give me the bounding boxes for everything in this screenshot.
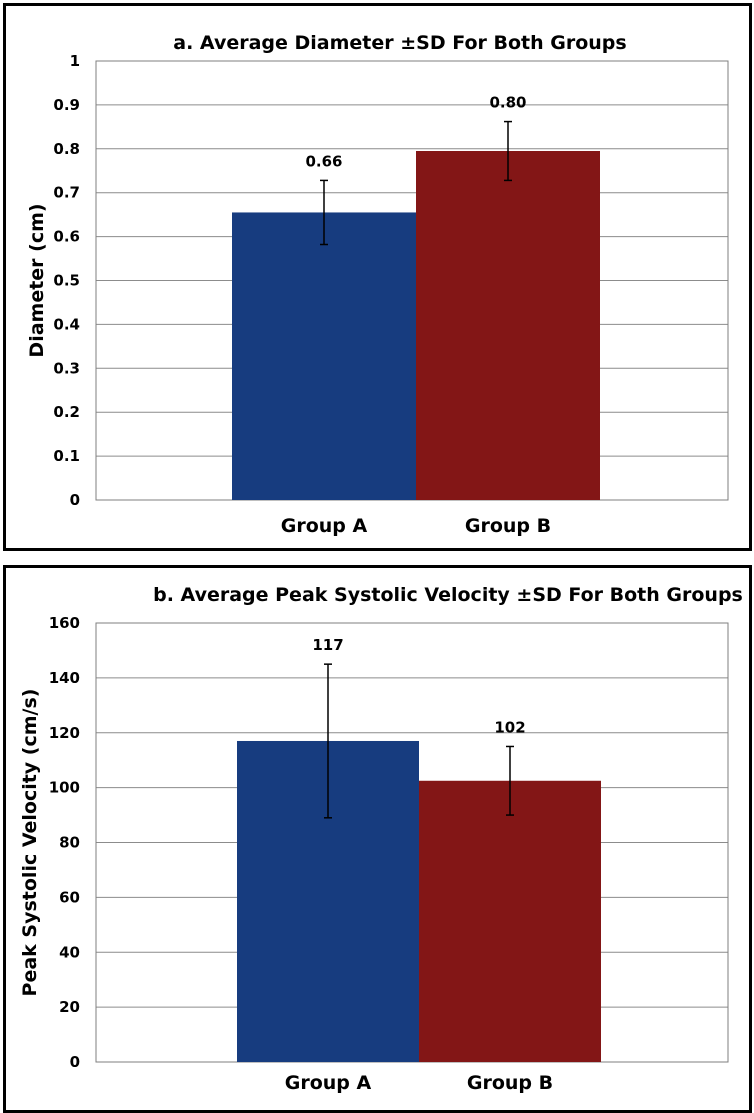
y-tick-label: 60 [59,888,80,906]
y-tick-label: 0.2 [53,403,80,421]
x-category-label: Group B [465,515,551,537]
velocity-bar-chart: b. Average Peak Systolic Velocity ±SD Fo… [19,584,743,1094]
x-category-label: Group B [467,1072,553,1094]
x-category-label: Group A [281,515,368,537]
bar-group-b [419,780,601,1062]
data-label: 0.66 [305,152,342,170]
chart-title: a. Average Diameter ±SD For Both Groups [173,32,626,54]
y-tick-label: 1 [70,52,80,70]
y-tick-label: 0.9 [53,96,80,114]
y-tick-label: 0.3 [53,359,80,377]
bar-group-b [416,150,600,500]
x-category-label: Group A [285,1072,372,1094]
y-tick-label: 0.6 [53,228,80,246]
data-label: 102 [494,718,525,736]
y-tick-label: 140 [49,669,80,687]
y-tick-label: 0.5 [53,272,80,290]
bar-group-a [232,212,416,500]
y-axis-label: Peak Systolic Velocity (cm/s) [19,689,41,997]
y-tick-label: 120 [49,724,80,742]
y-tick-label: 0.8 [53,140,80,158]
chart-panel-velocity: b. Average Peak Systolic Velocity ±SD Fo… [3,565,752,1113]
y-tick-label: 40 [59,943,80,961]
y-tick-label: 0.4 [53,315,80,333]
chart-panel-diameter: a. Average Diameter ±SD For Both Groups 0… [3,3,752,551]
y-tick-label: 20 [59,998,80,1016]
y-tick-label: 160 [49,614,80,632]
data-label: 0.80 [489,94,526,112]
y-tick-label: 0.7 [53,184,80,202]
y-tick-label: 0 [70,1053,80,1071]
diameter-bar-chart: a. Average Diameter ±SD For Both Groups 0… [26,32,729,537]
y-tick-label: 80 [59,834,80,852]
data-label: 117 [312,636,343,654]
y-tick-label: 100 [49,779,80,797]
y-tick-label: 0.1 [53,447,80,465]
chart-title: b. Average Peak Systolic Velocity ±SD Fo… [153,584,743,606]
y-axis-label: Diameter (cm) [26,203,48,357]
y-tick-label: 0 [70,491,80,509]
